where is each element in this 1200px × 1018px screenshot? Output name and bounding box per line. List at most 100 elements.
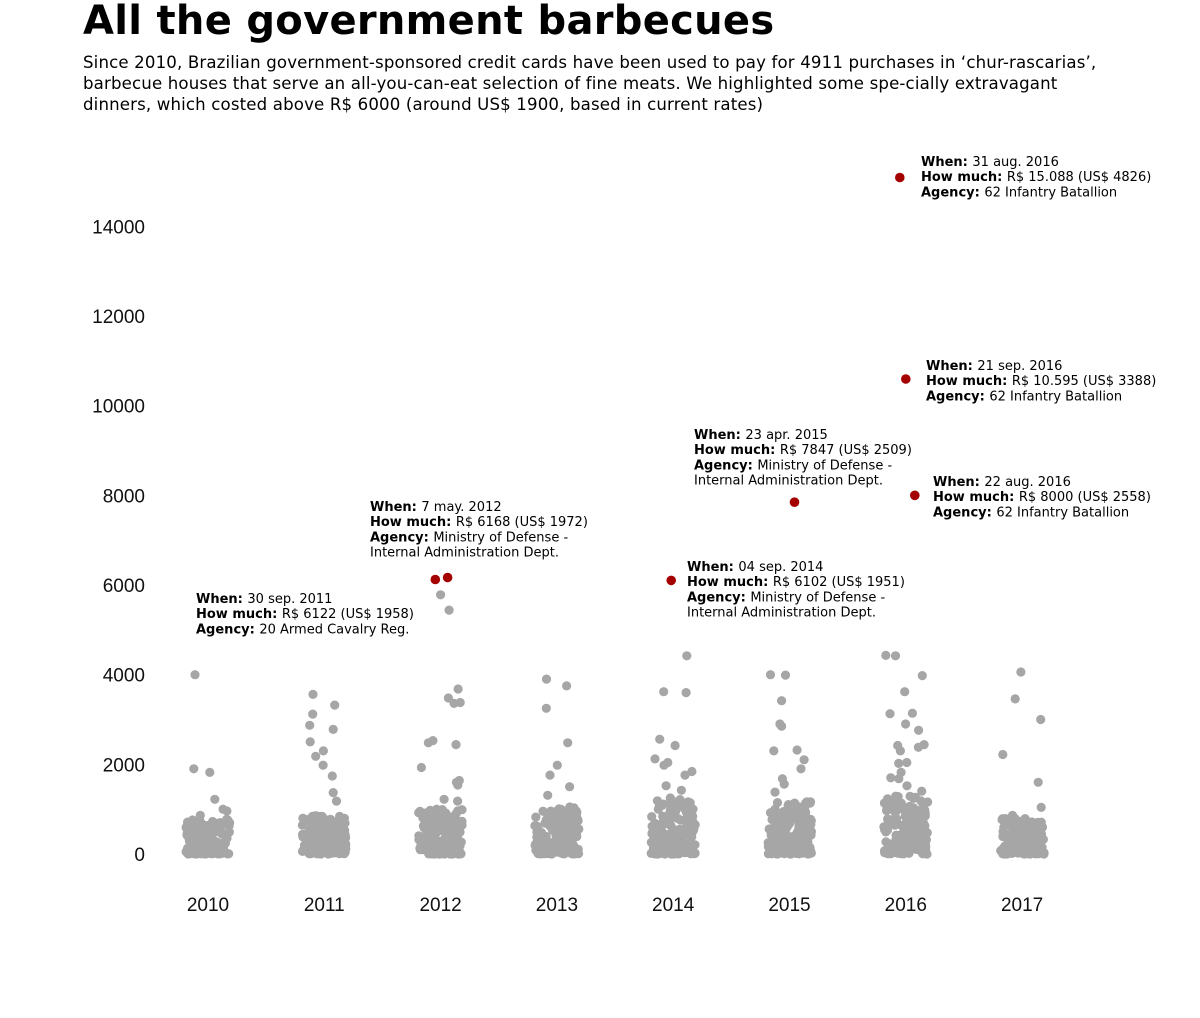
data-point xyxy=(794,849,804,859)
data-point xyxy=(779,779,789,789)
data-point xyxy=(455,841,465,851)
data-point xyxy=(800,801,810,811)
data-point xyxy=(318,760,328,770)
data-point xyxy=(666,849,676,859)
data-point xyxy=(900,811,910,821)
data-point xyxy=(306,818,316,828)
point-annotation: When: 22 aug. 2016 How much: R$ 8000 (US$… xyxy=(933,475,1151,520)
data-point xyxy=(419,823,429,833)
data-point xyxy=(217,828,227,838)
regular-points-layer xyxy=(181,590,1049,859)
data-point xyxy=(327,771,337,781)
data-point xyxy=(432,804,442,814)
data-point xyxy=(803,849,813,859)
data-point xyxy=(308,709,318,719)
data-point xyxy=(765,670,776,680)
data-point xyxy=(667,842,677,852)
data-point xyxy=(552,760,562,770)
data-point xyxy=(210,839,221,850)
data-point xyxy=(569,843,579,853)
data-point xyxy=(531,812,541,822)
data-point xyxy=(920,832,930,842)
data-point xyxy=(1033,777,1043,787)
data-point xyxy=(541,674,552,684)
data-point xyxy=(434,846,444,856)
data-point xyxy=(650,754,660,764)
annotations-layer: When: 30 sep. 2011 How much: R$ 6122 (US$… xyxy=(196,155,1156,637)
data-point xyxy=(879,822,889,832)
data-point xyxy=(222,806,232,816)
data-point xyxy=(894,774,904,784)
data-point xyxy=(445,849,455,859)
highlighted-point xyxy=(789,497,800,508)
data-point xyxy=(904,834,914,844)
y-tick-label: 8000 xyxy=(103,486,145,507)
point-annotation: When: 04 sep. 2014 How much: R$ 6102 (US$… xyxy=(687,560,905,621)
data-point xyxy=(190,670,200,680)
data-point xyxy=(453,684,463,694)
data-point xyxy=(432,836,442,846)
data-point xyxy=(793,809,803,819)
data-point xyxy=(415,843,425,853)
data-point xyxy=(443,693,453,703)
data-point xyxy=(436,590,446,600)
data-point xyxy=(532,832,542,842)
data-point xyxy=(784,839,794,849)
data-point xyxy=(780,670,791,680)
data-point xyxy=(414,831,424,841)
x-tick-label: 2013 xyxy=(536,895,578,916)
data-point xyxy=(340,818,350,828)
data-point xyxy=(415,806,425,816)
data-point xyxy=(905,791,915,801)
data-point xyxy=(195,849,206,859)
data-point xyxy=(796,764,806,774)
data-point xyxy=(546,841,557,851)
data-point xyxy=(1002,833,1012,843)
point-annotation: When: 23 apr. 2015 How much: R$ 7847 (US$… xyxy=(694,428,912,489)
data-point xyxy=(659,687,669,697)
data-point xyxy=(439,794,449,804)
data-point xyxy=(769,746,779,756)
data-point xyxy=(659,760,669,770)
data-point xyxy=(225,818,235,828)
highlighted-point xyxy=(910,490,920,501)
data-point xyxy=(185,837,195,847)
data-point xyxy=(901,719,911,729)
data-point xyxy=(453,780,463,790)
data-point xyxy=(682,651,692,661)
data-point xyxy=(313,822,323,832)
data-point xyxy=(907,822,917,833)
data-point xyxy=(770,787,780,797)
data-point xyxy=(888,840,898,850)
data-point xyxy=(305,737,315,747)
data-point xyxy=(314,814,324,824)
data-point xyxy=(565,782,575,792)
data-point xyxy=(302,843,313,853)
data-point xyxy=(780,823,790,833)
data-point xyxy=(298,813,308,823)
data-point xyxy=(914,725,924,735)
data-point xyxy=(456,849,466,859)
data-point xyxy=(559,814,569,824)
data-point xyxy=(563,738,573,748)
data-point xyxy=(923,797,933,807)
data-point xyxy=(195,810,205,821)
data-point xyxy=(894,758,904,769)
data-point xyxy=(444,605,454,615)
data-point xyxy=(913,742,924,752)
data-point xyxy=(806,826,817,837)
data-point xyxy=(881,650,891,661)
data-point xyxy=(802,838,812,848)
data-point xyxy=(655,734,665,744)
data-point xyxy=(308,689,318,700)
data-point xyxy=(666,795,676,805)
data-point xyxy=(897,840,907,851)
chart-subtitle: Since 2010, Brazilian government-sponsor… xyxy=(83,53,1097,114)
data-point xyxy=(900,687,910,697)
data-point xyxy=(318,746,328,756)
data-point xyxy=(330,700,340,710)
data-point xyxy=(457,805,467,815)
data-point xyxy=(329,817,340,828)
data-point xyxy=(767,815,777,825)
data-point xyxy=(200,841,211,851)
